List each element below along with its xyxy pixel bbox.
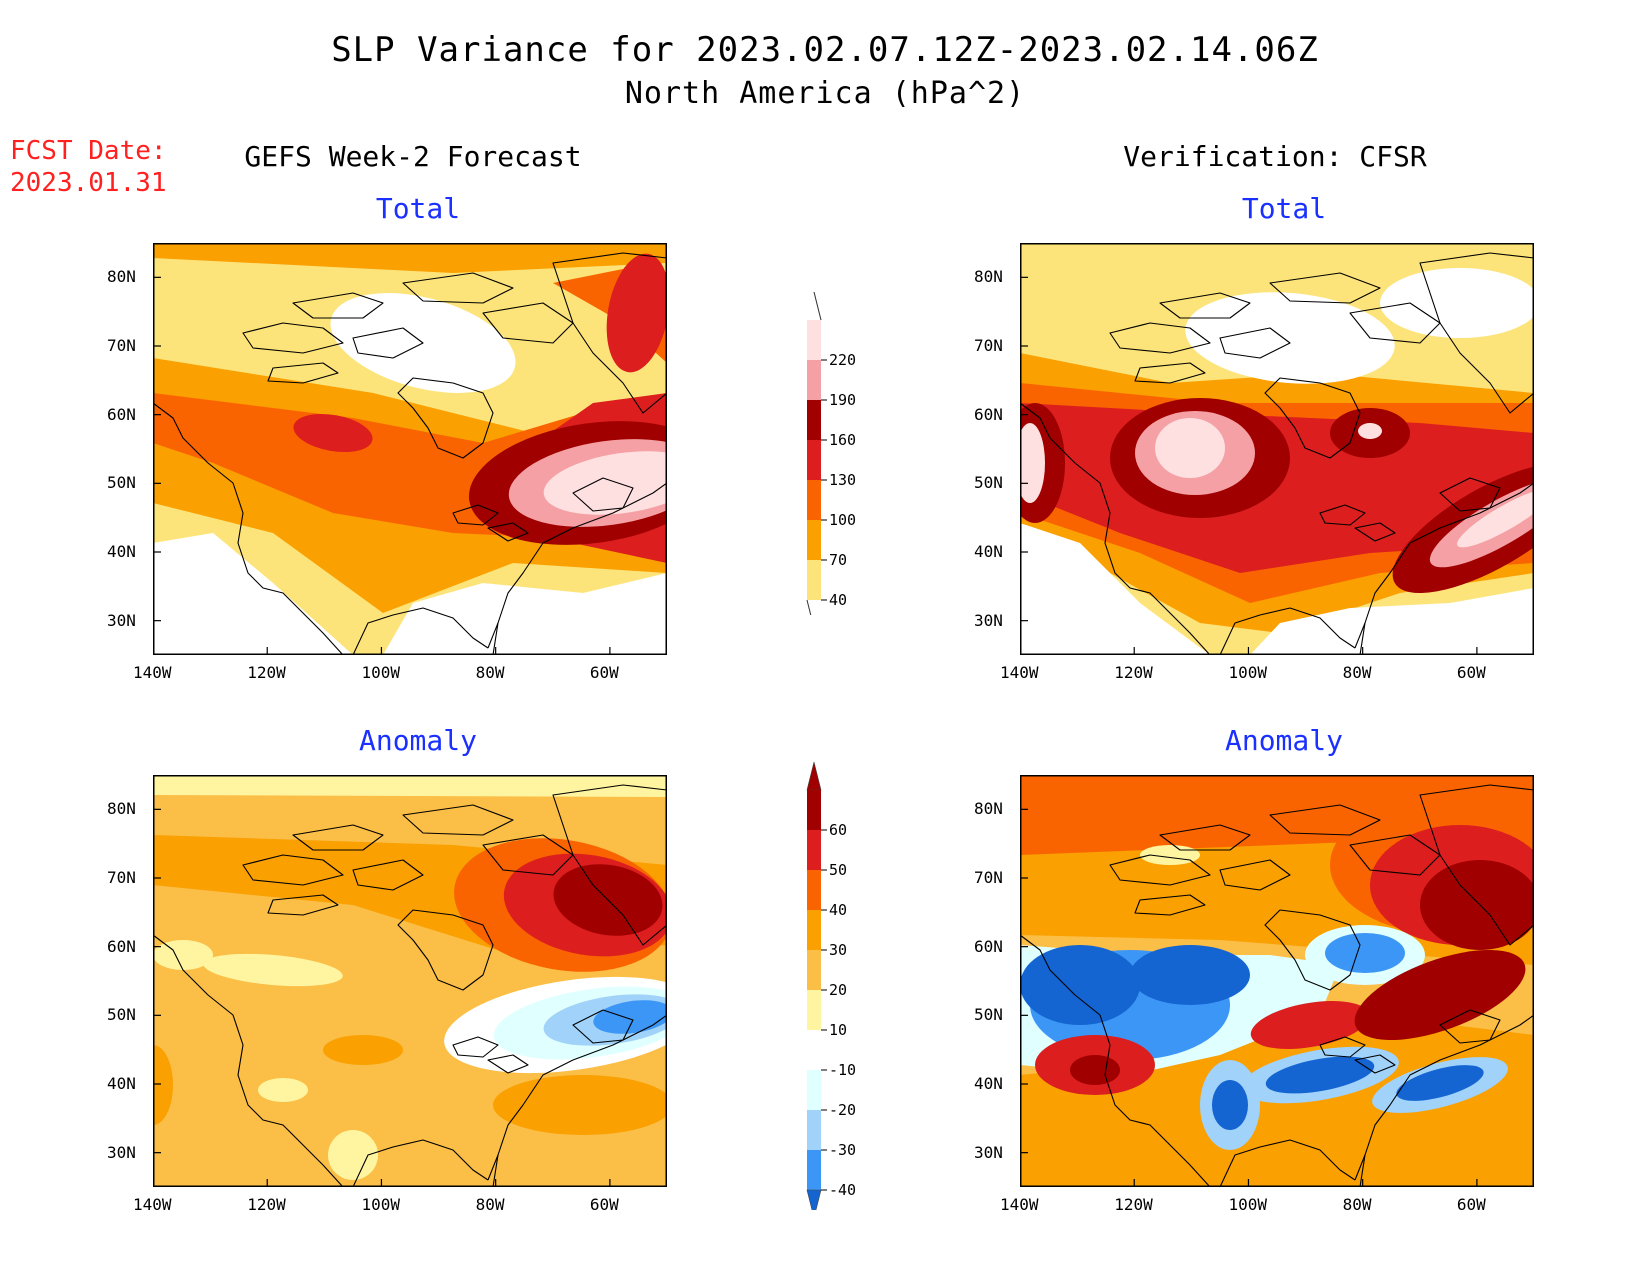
colorbar-swatch [807, 520, 821, 560]
lat-label: 40N [974, 1074, 1003, 1093]
colorbar-swatch [807, 1070, 821, 1110]
forecast-date-label: FCST Date: 2023.01.31 [10, 135, 167, 199]
lon-label: 100W [1228, 663, 1267, 682]
colorbar-swatch [807, 480, 821, 520]
verification-total-map [1020, 243, 1534, 655]
colorbar-label: 40 [829, 901, 847, 919]
colorbar-swatch [807, 1030, 821, 1070]
lat-label: 70N [974, 868, 1003, 887]
lon-label: 120W [1114, 663, 1153, 682]
colorbar-label: 190 [829, 391, 856, 409]
map-canvas [153, 775, 667, 1187]
colorbar-label: 50 [829, 861, 847, 879]
colorbar-label: -20 [829, 1101, 856, 1119]
main-title: SLP Variance for 2023.02.07.12Z-2023.02.… [331, 30, 1319, 70]
colorbar-swatch [807, 440, 821, 480]
forecast-column-heading: GEFS Week-2 Forecast [244, 140, 582, 173]
lon-label: 140W [133, 663, 172, 682]
colorbar-label: 100 [829, 511, 856, 529]
lat-label: 80N [974, 267, 1003, 287]
colorbar-label: -30 [829, 1141, 856, 1159]
colorbar-swatch [807, 990, 821, 1030]
lat-label: 60N [974, 404, 1003, 424]
lat-label: 50N [107, 473, 136, 493]
colorbar-label: 30 [829, 941, 847, 959]
colorbar-swatch [807, 360, 821, 400]
colorbar-label: 60 [829, 821, 847, 839]
forecast-anomaly-map [153, 775, 667, 1187]
colorbar-swatch [807, 560, 821, 600]
colorbar-label: 40 [829, 591, 847, 609]
lat-label: 30N [107, 1142, 136, 1162]
forecast-anomaly-title: Anomaly [358, 724, 477, 757]
colorbar-swatch [807, 1110, 821, 1150]
lat-label: 30N [974, 610, 1003, 630]
lat-label: 40N [974, 542, 1003, 561]
colorbar-swatch [807, 950, 821, 990]
lon-label: 80W [1342, 663, 1372, 682]
map-canvas [1020, 243, 1534, 655]
colorbar-swatch [807, 1150, 821, 1190]
lon-label: 60W [1456, 663, 1486, 682]
colorbar-label: -40 [829, 1181, 856, 1199]
colorbar-label: 220 [829, 351, 856, 369]
map-canvas [153, 243, 667, 655]
lon-label: 120W [1114, 1195, 1153, 1214]
lon-label: 140W [1000, 1195, 1039, 1214]
lat-label: 50N [107, 1005, 136, 1025]
lat-label: 40N [107, 1074, 136, 1093]
lat-label: 60N [974, 936, 1003, 956]
verification-column-heading: Verification: CFSR [1123, 140, 1427, 173]
lat-label: 80N [107, 799, 136, 819]
lon-label: 120W [247, 663, 286, 682]
verification-anomaly-title: Anomaly [1224, 724, 1343, 757]
verification-anomaly-map [1020, 775, 1534, 1187]
lat-label: 50N [974, 473, 1003, 493]
forecast-total-title: Total [375, 192, 461, 225]
lat-label: 70N [107, 868, 136, 887]
lon-label: 80W [1342, 1195, 1372, 1214]
total-colorbar: 220 190 160 130 100 70 40 [806, 291, 856, 615]
colorbar-label: -10 [829, 1061, 856, 1079]
lat-label: 70N [107, 336, 136, 355]
lon-label: 60W [589, 663, 619, 682]
lat-label: 70N [974, 336, 1003, 355]
lat-label: 80N [107, 267, 136, 287]
lon-label: 140W [1000, 663, 1039, 682]
colorbar-label: 20 [829, 981, 847, 999]
colorbar-label: 70 [829, 551, 847, 569]
lon-label: 120W [247, 1195, 286, 1214]
colorbar-swatch [807, 790, 821, 830]
lon-label: 140W [133, 1195, 172, 1214]
lon-label: 80W [475, 663, 505, 682]
forecast-date-caption: FCST Date: [10, 136, 167, 166]
lat-label: 30N [107, 610, 136, 630]
colorbar-swatch [807, 910, 821, 950]
lat-label: 60N [107, 936, 136, 956]
lat-label: 80N [974, 799, 1003, 819]
colorbar-swatch [807, 830, 821, 870]
lon-label: 100W [361, 1195, 400, 1214]
lat-label: 50N [974, 1005, 1003, 1025]
verification-total-title: Total [1241, 192, 1327, 225]
lon-label: 60W [1456, 1195, 1486, 1214]
anomaly-colorbar: 60 50 40 30 20 10 -10 -20 -30 -40 [806, 761, 856, 1210]
forecast-total-map [153, 243, 667, 655]
colorbar-label: 160 [829, 431, 856, 449]
colorbar-swatch [807, 400, 821, 440]
forecast-date-value: 2023.01.31 [10, 168, 167, 198]
colorbar-swatch [807, 870, 821, 910]
lon-label: 100W [1228, 1195, 1267, 1214]
lat-label: 40N [107, 542, 136, 561]
colorbar-label: 10 [829, 1021, 847, 1039]
lat-label: 60N [107, 404, 136, 424]
colorbar-swatch [807, 320, 821, 360]
map-canvas [1020, 775, 1534, 1187]
colorbar-label: 130 [829, 471, 856, 489]
lon-label: 60W [589, 1195, 619, 1214]
lon-label: 80W [475, 1195, 505, 1214]
lon-label: 100W [361, 663, 400, 682]
lat-label: 30N [974, 1142, 1003, 1162]
sub-title: North America (hPa^2) [624, 76, 1026, 111]
